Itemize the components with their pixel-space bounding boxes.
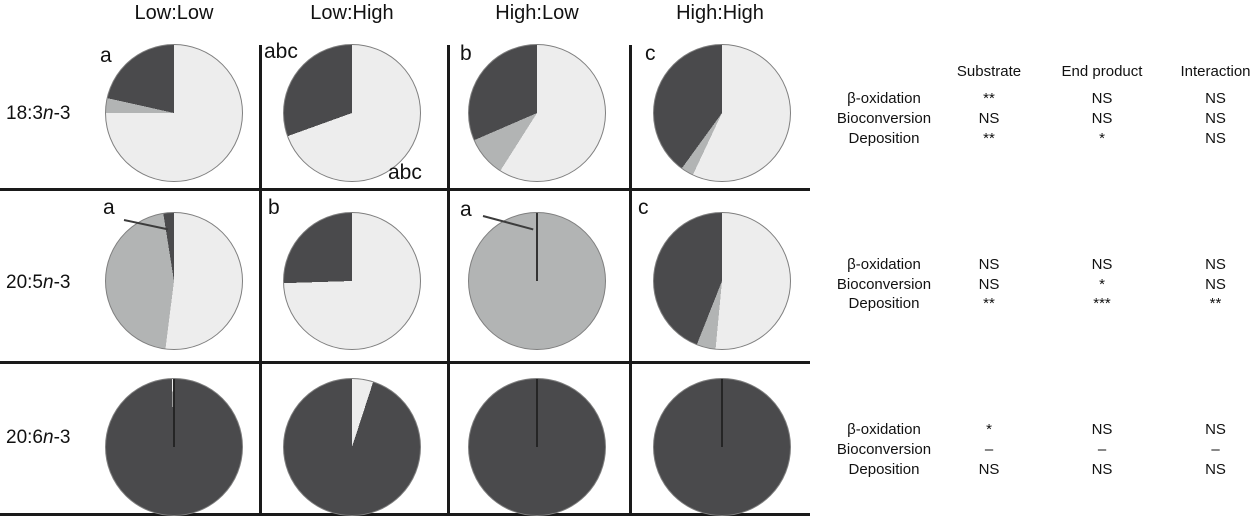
pie-radius-line — [536, 379, 538, 447]
bottom-border-line — [0, 513, 810, 516]
stats-row: Deposition ** * NS — [848, 130, 1226, 147]
pie-20-6n-3-low-high — [283, 378, 421, 516]
pie-18-3n-3-high-low — [468, 44, 606, 182]
stats-row: Bioconversion – – – — [836, 441, 1220, 458]
row-divider-1 — [0, 188, 810, 191]
sig-letter: a — [100, 44, 112, 67]
sig-letter: abc — [264, 40, 298, 63]
stats-row: β-oxidation NS NS NS — [847, 256, 1226, 273]
stats-header-interaction: Interaction — [1180, 63, 1251, 80]
pie-radius-line — [173, 379, 175, 447]
column-header-high-high: High:High — [676, 2, 764, 24]
stats-header-end-product: End product — [1061, 63, 1143, 80]
pie-20-5n-3-low-low — [105, 212, 243, 350]
pie-18-3n-3-low-low — [105, 44, 243, 182]
sig-letter: a — [460, 198, 472, 221]
row-label-18-3n-3: 18:3n-3 — [6, 103, 71, 124]
row-label-20-5n-3: 20:5n-3 — [6, 272, 71, 293]
column-header-low-high: Low:High — [310, 2, 394, 24]
stats-header-substrate: Substrate — [956, 63, 1022, 80]
sig-letter: abc — [388, 161, 422, 184]
pie-20-5n-3-high-high — [653, 212, 791, 350]
column-header-low-low: Low:Low — [134, 2, 214, 24]
column-divider-3 — [629, 45, 632, 516]
sig-letter: b — [460, 42, 472, 65]
row-divider-2 — [0, 361, 810, 364]
sig-letter: a — [103, 196, 115, 219]
pie-18-3n-3-high-high — [653, 44, 791, 182]
column-divider-1 — [259, 45, 262, 516]
sig-letter: c — [638, 196, 649, 219]
pie-radius-line — [721, 379, 723, 447]
column-header-high-low: High:Low — [495, 2, 579, 24]
stats-row: Bioconversion NS * NS — [836, 276, 1226, 293]
pie-18-3n-3-low-high — [283, 44, 421, 182]
pie-radius-line — [536, 213, 538, 281]
sig-letter: c — [645, 42, 656, 65]
stats-row: β-oxidation ** NS NS — [847, 90, 1226, 107]
column-divider-2 — [447, 45, 450, 516]
pie-20-5n-3-low-high — [283, 212, 421, 350]
pie-20-6n-3-high-high — [653, 378, 791, 516]
stats-row: Deposition NS NS NS — [848, 461, 1226, 478]
stats-row: Deposition ** *** ** — [848, 295, 1222, 312]
stats-header-row: Substrate End product Interaction — [819, 62, 1256, 82]
sig-letter: b — [268, 196, 280, 219]
stats-row: β-oxidation * NS NS — [847, 421, 1226, 438]
row-label-20-6n-3: 20:6n-3 — [6, 427, 71, 448]
stats-row: Bioconversion NS NS NS — [836, 110, 1226, 127]
